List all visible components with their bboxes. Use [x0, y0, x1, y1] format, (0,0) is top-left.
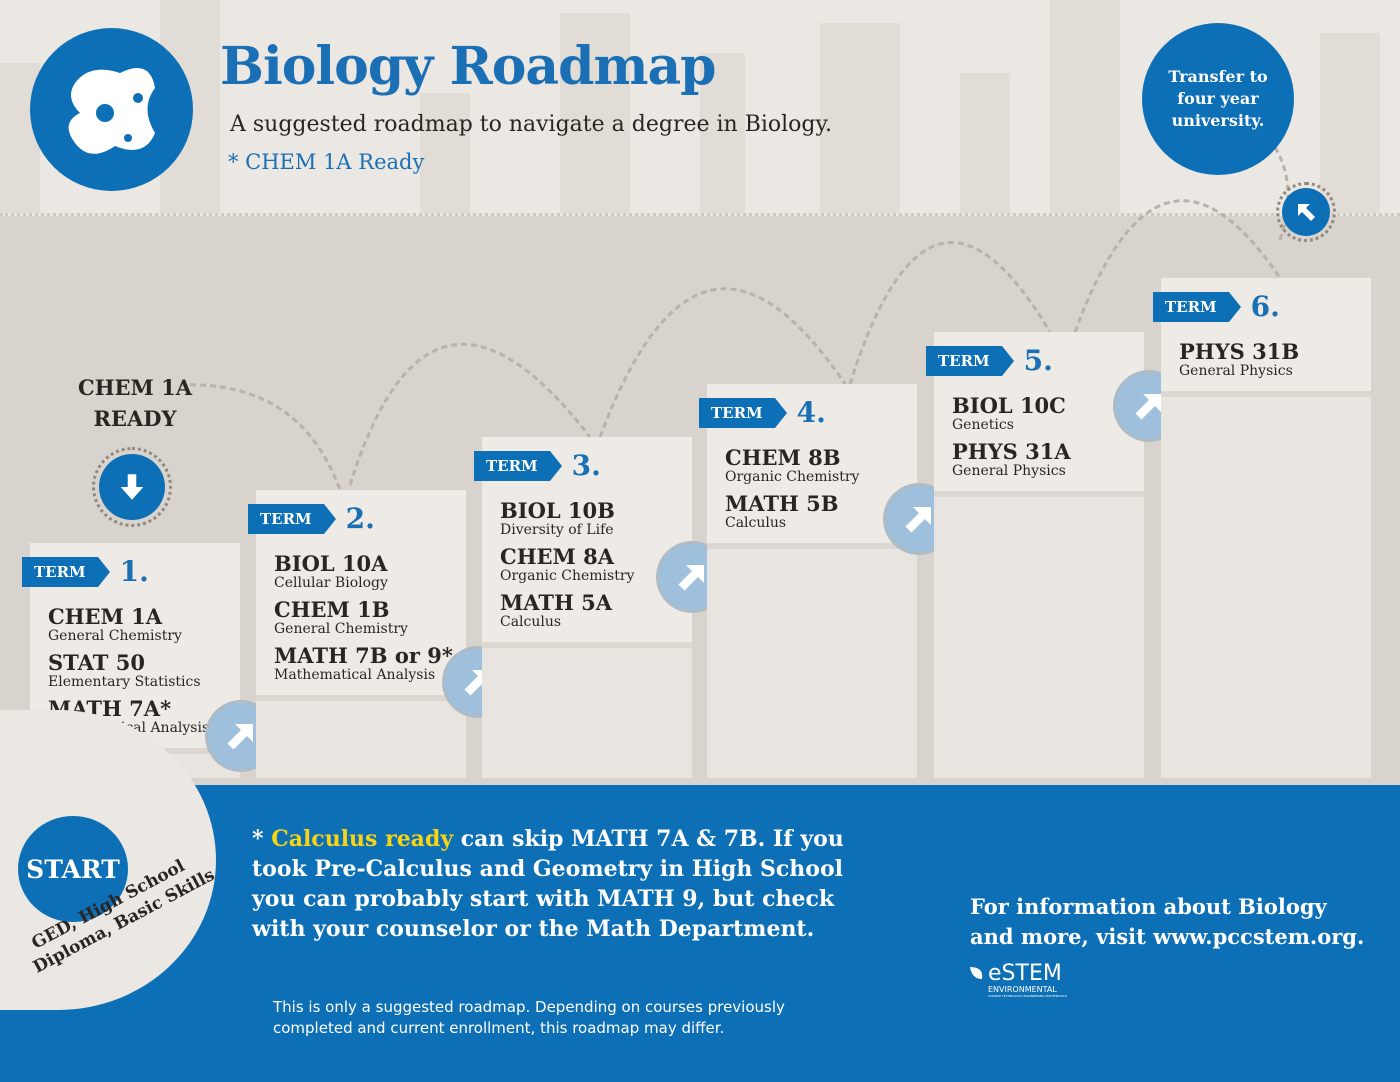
course-list: BIOL 10C Genetics PHYS 31A General Physics — [934, 332, 1144, 480]
course-list: PHYS 31B General Physics — [1161, 278, 1371, 380]
term-tag: TERM — [22, 556, 110, 587]
page-title: Biology Roadmap — [220, 36, 717, 97]
term-number: 5. — [1023, 344, 1053, 377]
term-card-content: TERM 2. BIOL 10A Cellular Biology CHEM 1B Gen… — [248, 490, 466, 701]
start-circle: START — [18, 816, 128, 922]
course-code: MATH 5B — [725, 491, 839, 516]
term-number: 3. — [571, 449, 601, 482]
term-card: TERM 6. PHYS 31B General Physics — [1153, 278, 1371, 778]
term-header: TERM 2. — [248, 502, 375, 535]
term-number: 1. — [119, 555, 149, 588]
course-item: CHEM 8A Organic Chemistry — [500, 544, 692, 585]
term-tag: TERM — [699, 397, 787, 428]
course-item: PHYS 31B General Physics — [1179, 339, 1371, 380]
term-header: TERM 6. — [1153, 290, 1280, 323]
course-item: BIOL 10B Diversity of Life — [500, 498, 692, 539]
calculus-footnote: * Calculus ready can skip MATH 7A & 7B. … — [252, 824, 852, 944]
start-label: START — [26, 854, 120, 884]
course-item: PHYS 31A General Physics — [952, 439, 1144, 480]
course-name: Cellular Biology — [274, 575, 388, 591]
term-tag: TERM — [474, 450, 562, 481]
course-name: Diversity of Life — [500, 522, 614, 538]
footnote-text: can skip MATH 7A & 7B. If you took Pre-C… — [252, 826, 844, 942]
estem-logo-sub: ENVIRONMENTAL — [988, 985, 1057, 995]
term-card-content: TERM 4. CHEM 8B Organic Chemistry MATH 5B Cal… — [699, 384, 917, 549]
term-number: 2. — [345, 502, 375, 535]
course-name: Organic Chemistry — [500, 568, 635, 584]
course-code: CHEM 8A — [500, 544, 615, 569]
term-card: TERM 4. CHEM 8B Organic Chemistry MATH 5B Cal… — [699, 384, 917, 778]
chem-ready-arrow — [92, 447, 172, 527]
course-code: BIOL 10B — [500, 498, 615, 523]
course-item: MATH 7B or 9* Mathematical Analysis — [274, 643, 466, 684]
course-name: General Chemistry — [48, 628, 182, 644]
footer-band — [0, 785, 1400, 1082]
course-code: PHYS 31B — [1179, 339, 1300, 364]
course-name: Calculus — [500, 614, 562, 630]
course-name: Elementary Statistics — [48, 674, 201, 690]
course-list: BIOL 10A Cellular Biology CHEM 1B General C… — [256, 490, 466, 684]
course-name: Calculus — [725, 515, 787, 531]
course-item: STAT 50 Elementary Statistics — [48, 650, 240, 691]
term-card: TERM 3. BIOL 10B Diversity of Life CHEM 8A Or… — [474, 437, 692, 778]
disclaimer: This is only a suggested roadmap. Depend… — [273, 998, 785, 1037]
course-item: BIOL 10C Genetics — [952, 393, 1144, 434]
term-header: TERM 4. — [699, 396, 826, 429]
term-card: TERM 2. BIOL 10A Cellular Biology CHEM 1B Gen… — [248, 490, 466, 778]
footnote-star: * — [252, 826, 264, 852]
course-item: MATH 5A Calculus — [500, 590, 692, 631]
estem-logo: eSTEM ENVIRONMENTAL SCIENCE TECHNOLOGY E… — [968, 961, 1067, 998]
chem-ready-label: CHEM 1A READY — [77, 375, 193, 431]
course-item: CHEM 8B Organic Chemistry — [725, 445, 917, 486]
term-header: TERM 3. — [474, 449, 601, 482]
course-code: BIOL 10A — [274, 551, 388, 576]
course-list: CHEM 8B Organic Chemistry MATH 5B Calculus — [707, 384, 917, 532]
biology-logo — [30, 28, 193, 191]
term-header: TERM 1. — [22, 555, 149, 588]
course-code: MATH 5A — [500, 590, 613, 615]
course-name: General Physics — [952, 463, 1066, 479]
course-code: CHEM 1A — [48, 604, 163, 629]
info-text: For information about Biology and more, … — [970, 894, 1365, 949]
course-name: Mathematical Analysis — [274, 667, 436, 683]
course-name: Genetics — [952, 417, 1014, 433]
arrow-down-icon — [99, 454, 165, 520]
course-code: CHEM 8B — [725, 445, 841, 470]
course-name: General Chemistry — [274, 621, 408, 637]
course-item: CHEM 1B General Chemistry — [274, 597, 466, 638]
estem-logo-main: eSTEM — [988, 961, 1062, 986]
course-item: CHEM 1A General Chemistry — [48, 604, 240, 645]
term-card-content: TERM 6. PHYS 31B General Physics — [1153, 278, 1371, 397]
course-list: BIOL 10B Diversity of Life CHEM 8A Organic … — [482, 437, 692, 631]
term-card-content: TERM 5. BIOL 10C Genetics PHYS 31A General Ph… — [926, 332, 1144, 497]
leaf-icon — [970, 967, 983, 980]
term-card-content: TERM 3. BIOL 10B Diversity of Life CHEM 8A Or… — [474, 437, 692, 648]
course-code: STAT 50 — [48, 650, 145, 675]
course-code: MATH 7B or 9* — [274, 643, 453, 668]
course-item: BIOL 10A Cellular Biology — [274, 551, 466, 592]
term-number: 6. — [1250, 290, 1280, 323]
course-name: Organic Chemistry — [725, 469, 860, 485]
course-code: PHYS 31A — [952, 439, 1071, 464]
term-tag: TERM — [248, 503, 336, 534]
term-number: 4. — [796, 396, 826, 429]
arrow-up-left-icon — [1282, 188, 1330, 236]
transfer-arrow — [1276, 182, 1336, 242]
term-header: TERM 5. — [926, 344, 1053, 377]
footnote-highlight: Calculus ready — [271, 826, 454, 852]
term-tag: TERM — [926, 345, 1014, 376]
course-item: MATH 5B Calculus — [725, 491, 917, 532]
course-code: CHEM 1B — [274, 597, 390, 622]
transfer-label: Transfer to four year university. — [1168, 67, 1268, 130]
estem-logo-tiny: SCIENCE TECHNOLOGY ENGINEERING MATHEMATI… — [988, 993, 1067, 998]
cell-icon — [68, 68, 155, 154]
course-code: BIOL 10C — [952, 393, 1066, 418]
term-card: TERM 5. BIOL 10C Genetics PHYS 31A General Ph… — [926, 332, 1144, 778]
transfer-circle: Transfer to four year university. — [1142, 23, 1294, 175]
page-subtitle: A suggested roadmap to navigate a degree… — [230, 112, 833, 137]
term-tag: TERM — [1153, 291, 1241, 322]
chem-ready-note: * CHEM 1A Ready — [228, 150, 425, 174]
course-name: General Physics — [1179, 363, 1293, 379]
